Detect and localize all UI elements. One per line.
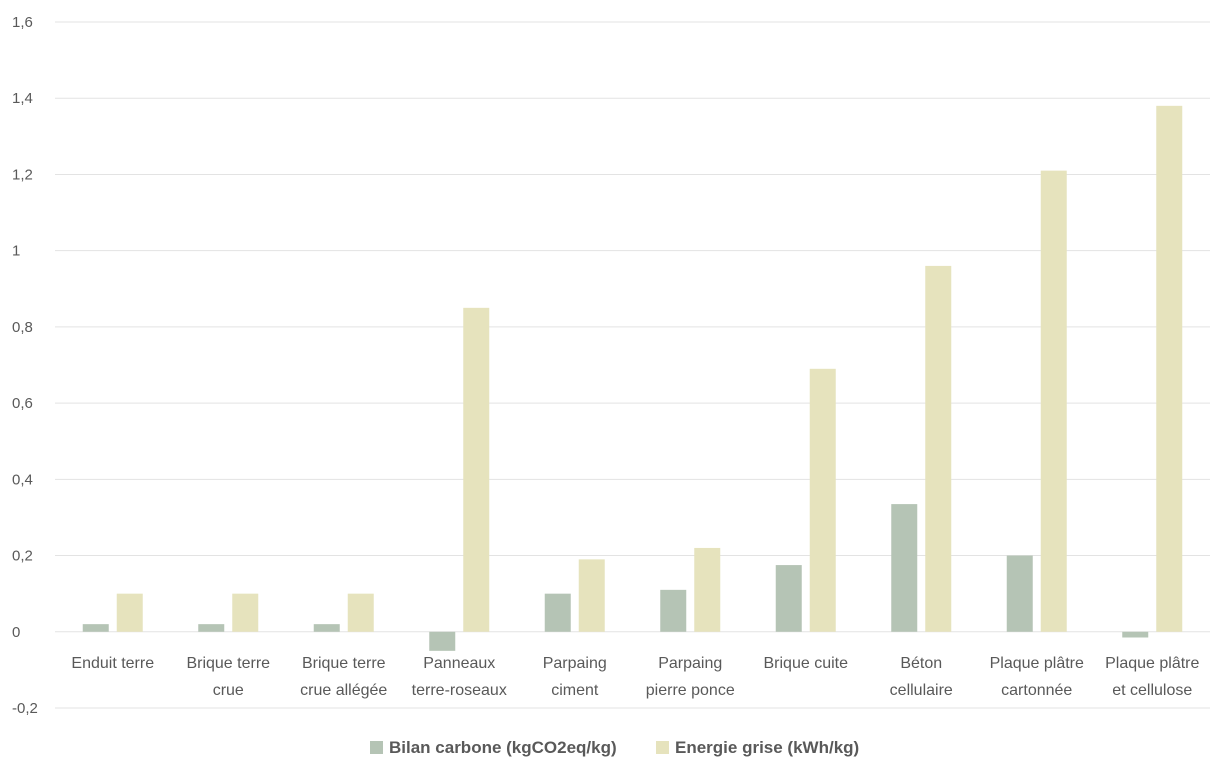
legend: Bilan carbone (kgCO2eq/kg) Energie grise …: [370, 738, 859, 757]
legend-label: Bilan carbone (kgCO2eq/kg): [389, 738, 617, 757]
legend-label: Energie grise (kWh/kg): [675, 738, 859, 757]
bar-energie-grise: [1156, 105, 1183, 632]
bar-bilan-carbone: [198, 624, 225, 632]
x-category-label: cellulaire: [890, 682, 953, 699]
bar-bilan-carbone: [660, 589, 687, 632]
bar-energie-grise: [232, 593, 259, 632]
x-category-label: Brique cuite: [764, 655, 849, 672]
y-tick-label: 0,6: [12, 395, 33, 412]
bar-bilan-carbone: [1006, 555, 1033, 632]
bar-energie-grise: [578, 559, 605, 632]
bar-bilan-carbone: [891, 504, 918, 632]
y-tick-label: 1,4: [12, 90, 33, 107]
x-category-label: cartonnée: [1001, 682, 1072, 699]
bars: [82, 105, 1183, 651]
bar-energie-grise: [1040, 170, 1067, 632]
x-category-label: Brique terre: [186, 655, 270, 672]
x-category-label: ciment: [551, 682, 599, 699]
y-tick-label: 1,6: [12, 14, 33, 31]
x-category-label: et cellulose: [1112, 682, 1192, 699]
legend-swatch: [370, 741, 383, 754]
x-category-label: Brique terre: [302, 655, 386, 672]
bar-bilan-carbone: [82, 624, 109, 632]
y-tick-label: 0,4: [12, 471, 33, 488]
x-category-label: Plaque plâtre: [1105, 655, 1199, 672]
x-category-label: Panneaux: [423, 655, 495, 672]
y-tick-label: 0,2: [12, 548, 33, 565]
gridlines: [55, 21, 1210, 709]
y-axis-tick-labels: -0,2 0 0,2 0,4 0,6 0,8 1 1,2 1,4 1,6: [12, 14, 38, 717]
bar-energie-grise: [925, 265, 952, 632]
x-category-label: Plaque plâtre: [990, 655, 1084, 672]
y-tick-label: 1: [12, 243, 20, 260]
x-category-label: Parpaing: [543, 655, 607, 672]
bar-energie-grise: [463, 307, 490, 632]
x-category-label: Enduit terre: [71, 655, 154, 672]
bar-energie-grise: [347, 593, 374, 632]
y-tick-label: 0,8: [12, 319, 33, 336]
bar-energie-grise: [116, 593, 143, 632]
legend-swatch: [656, 741, 669, 754]
x-category-label: crue: [213, 682, 244, 699]
bar-energie-grise: [809, 368, 836, 632]
bar-bilan-carbone: [775, 565, 802, 632]
bar-bilan-carbone: [1122, 631, 1149, 638]
x-category-label: terre-roseaux: [412, 682, 507, 699]
x-category-label: Béton: [900, 655, 942, 672]
y-tick-label: 0: [12, 624, 20, 641]
y-tick-label: -0,2: [12, 700, 38, 717]
y-tick-label: 1,2: [12, 166, 33, 183]
bar-energie-grise: [694, 547, 721, 632]
x-axis-category-labels: Enduit terre Brique terre crue Brique terre…: [71, 655, 1199, 699]
x-category-label: crue allégée: [300, 682, 387, 699]
bar-bilan-carbone: [429, 631, 456, 651]
x-category-label: pierre ponce: [646, 682, 735, 699]
bar-bilan-carbone: [313, 624, 340, 632]
x-category-label: Parpaing: [658, 655, 722, 672]
bar-bilan-carbone: [544, 593, 571, 632]
